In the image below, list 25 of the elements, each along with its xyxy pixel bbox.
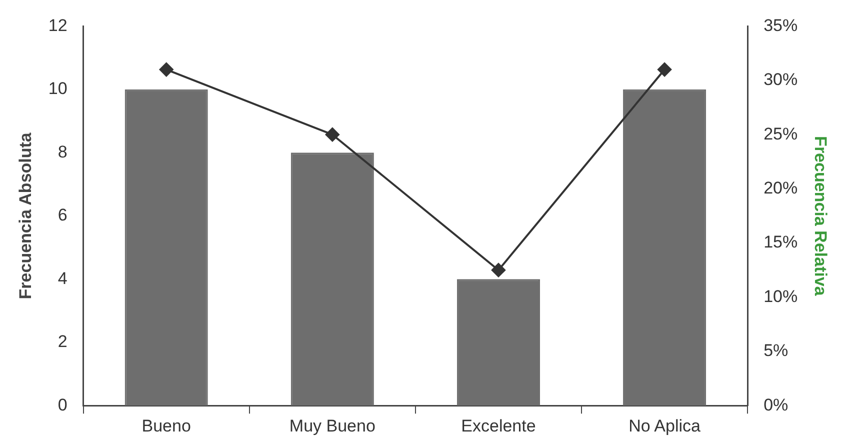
y-tick-label: 2 [58, 332, 68, 352]
x-tick-label: Bueno [142, 416, 191, 436]
point [159, 62, 174, 77]
point [491, 263, 506, 278]
y2-tick-label: 5% [764, 341, 788, 360]
y-tick-label: 4 [58, 268, 68, 288]
y-tick-label: 12 [48, 16, 68, 35]
x-tick-label: Muy Bueno [289, 416, 376, 436]
y2-tick-label: 35% [764, 16, 798, 35]
y-axis-title: Frecuencia Absoluta [16, 132, 35, 300]
y2-tick-label: 0% [764, 395, 788, 414]
y2-tick-label: 25% [764, 124, 798, 144]
y2-tick-label: 10% [764, 286, 798, 306]
point [658, 62, 672, 77]
y2-axis-title: Frecuencia Relativa [811, 136, 830, 296]
y2-tick-label: 15% [764, 232, 798, 252]
x-tick-label: No Aplica [628, 416, 701, 436]
y-tick-label: 6 [58, 206, 68, 225]
x-tick-label: Excelente [461, 416, 536, 436]
y-tick-label: 0 [58, 395, 68, 414]
point [325, 128, 340, 142]
y2-tick-label: 20% [764, 178, 798, 198]
y-tick-label: 10 [48, 79, 68, 98]
y2-tick-label: 30% [764, 70, 798, 90]
y-tick-label: 8 [58, 142, 68, 162]
